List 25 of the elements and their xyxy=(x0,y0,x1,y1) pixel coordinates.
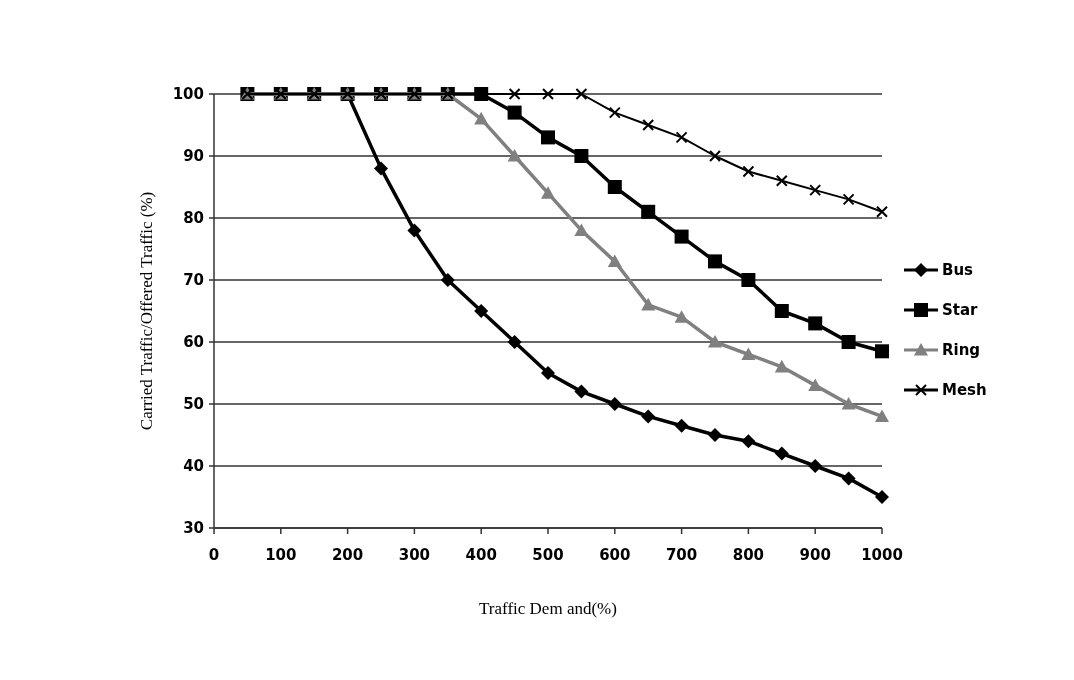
x-tick-label: 800 xyxy=(732,546,765,564)
y-tick-label: 70 xyxy=(183,271,204,290)
x-tick-label: 500 xyxy=(532,546,564,564)
y-tick-label: 30 xyxy=(183,519,204,538)
y-tick-label: 90 xyxy=(183,147,204,166)
x-tick-label: 600 xyxy=(599,546,631,564)
y-tick-label: 80 xyxy=(183,209,204,228)
y-axis-title: Carried Traffic/Offered Traffic (%) xyxy=(137,191,156,431)
x-tick-label: 100 xyxy=(265,546,297,564)
legend-label: Star xyxy=(942,301,979,320)
x-tick-label: 400 xyxy=(465,546,497,564)
y-tick-label: 40 xyxy=(183,457,204,476)
x-axis-title: Traffic Dem and(%) xyxy=(479,599,617,618)
y-tick-label: 60 xyxy=(183,333,204,352)
x-tick-label: 700 xyxy=(665,546,698,564)
y-tick-label: 50 xyxy=(183,395,204,414)
x-tick-label: 300 xyxy=(398,546,431,564)
legend-label: Ring xyxy=(942,341,981,360)
x-tick-label: 200 xyxy=(331,546,364,564)
y-tick-label: 100 xyxy=(172,85,204,104)
x-tick-label: 900 xyxy=(799,546,831,564)
x-tick-label: 1000 xyxy=(861,546,903,564)
legend-label: Mesh xyxy=(942,381,987,400)
x-tick-label: 0 xyxy=(208,546,220,564)
legend-label: Bus xyxy=(942,261,974,280)
